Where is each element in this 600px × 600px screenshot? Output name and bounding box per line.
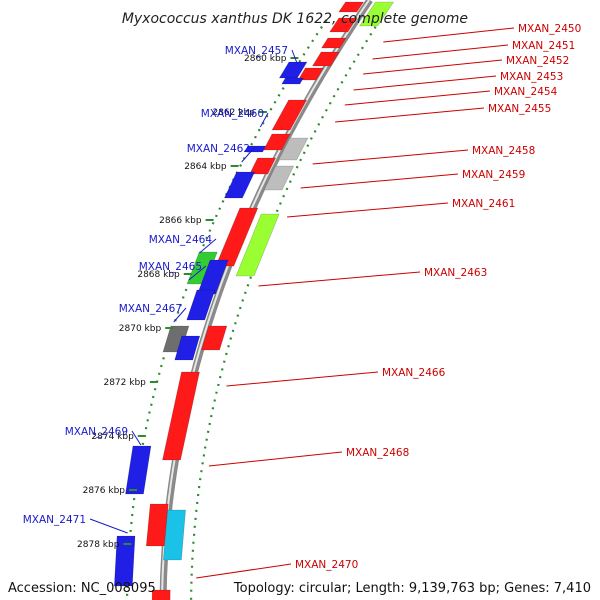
- kbp-ticks: 2860 kbp 2862 kbp 2864 kbp 2866 kbp 2868 kbp…: [77, 54, 299, 550]
- gene-arrow-24: [162, 371, 200, 461]
- tick-dot-tracks: [125, 19, 381, 600]
- gene-label-MXAN_2460[interactable]: MXAN_2460: [201, 108, 264, 120]
- gene-arrow-29: [151, 589, 171, 600]
- left-dot-track: [125, 19, 328, 600]
- gene-arrow-20: [186, 289, 216, 321]
- gene-arrow-19: [197, 259, 229, 295]
- gene-label-MXAN_2455[interactable]: MXAN_2455: [488, 103, 551, 115]
- gene-arrow-6: [297, 67, 324, 81]
- gene-leader-MXAN_2451: [372, 44, 509, 60]
- gene-label-MXAN_2462[interactable]: MXAN_2462: [187, 143, 250, 155]
- gene-track: [114, 1, 395, 600]
- gene-label-MXAN_2451[interactable]: MXAN_2451: [512, 40, 575, 52]
- gene-leader-MXAN_2459: [300, 173, 459, 189]
- gene-label-MXAN_2467[interactable]: MXAN_2467: [119, 303, 182, 315]
- topology-text: Topology: circular; Length: 9,139,763 bp…: [233, 581, 591, 596]
- gene-arrow-15: [223, 171, 256, 199]
- gene-leader-MXAN_2467: [173, 307, 187, 323]
- gene-leader-MXAN_2468: [208, 451, 343, 467]
- gene-arrow-26: [145, 503, 169, 547]
- gene-arrow-16: [215, 207, 259, 267]
- gene-label-MXAN_2459[interactable]: MXAN_2459: [462, 169, 525, 181]
- gene-label-MXAN_2471[interactable]: MXAN_2471: [23, 514, 86, 526]
- gene-arrow-25: [125, 445, 152, 495]
- genome-backbone: [159, 0, 373, 600]
- gene-label-MXAN_2469[interactable]: MXAN_2469: [65, 426, 128, 438]
- gene-label-MXAN_2457[interactable]: MXAN_2457: [225, 45, 288, 57]
- gene-leader-MXAN_2465: [188, 265, 207, 281]
- gene-leader-MXAN_2461: [287, 202, 449, 218]
- gene-arrow-3: [329, 17, 358, 33]
- gene-arrow-27: [163, 509, 186, 561]
- tick-label-2872: 2872 kbp: [103, 378, 146, 388]
- gene-arrow-23: [201, 325, 228, 351]
- map-title: Myxococcus xanthus DK 1622, complete gen…: [122, 11, 468, 27]
- gene-leader-MXAN_2452: [363, 59, 503, 75]
- gene-arrow-28: [114, 535, 136, 587]
- right-dot-track: [190, 19, 381, 600]
- gene-label-MXAN_2466[interactable]: MXAN_2466: [382, 367, 446, 379]
- gene-label-MXAN_2470[interactable]: MXAN_2470: [295, 559, 358, 571]
- tick-label-2876: 2876 kbp: [83, 486, 126, 496]
- gene-labels: MXAN_2450 MXAN_2451 MXAN_2452 MXAN_2453 MXAN…: [23, 23, 581, 579]
- gene-leader-MXAN_2462: [241, 147, 255, 163]
- gene-label-MXAN_2450[interactable]: MXAN_2450: [518, 23, 581, 35]
- gene-leader-MXAN_2454: [344, 90, 491, 106]
- gene-leader-MXAN_2460: [259, 112, 269, 128]
- gene-leader-MXAN_2466: [226, 371, 379, 387]
- gene-arrow-22: [174, 335, 201, 361]
- accession-text: Accession: NC_008095: [8, 581, 156, 596]
- gene-arrow-1: [338, 1, 365, 13]
- gene-leader-MXAN_2455: [335, 107, 485, 123]
- gene-label-MXAN_2464[interactable]: MXAN_2464: [149, 234, 213, 246]
- gene-leader-MXAN_2470: [196, 563, 292, 579]
- gene-label-MXAN_2454[interactable]: MXAN_2454: [494, 86, 558, 98]
- gene-label-MXAN_2465[interactable]: MXAN_2465: [139, 261, 202, 273]
- gene-leader-MXAN_2450: [383, 27, 515, 43]
- gene-leader-MXAN_2463: [258, 271, 421, 287]
- gene-arrow-8: [281, 77, 304, 85]
- gene-label-MXAN_2452[interactable]: MXAN_2452: [506, 55, 569, 67]
- gene-leader-MXAN_2464: [199, 238, 217, 254]
- gene-arrow-5: [312, 51, 340, 67]
- tick-label-2878: 2878 kbp: [77, 540, 120, 550]
- tick-label-2874: 2874 kbp: [91, 432, 134, 442]
- gene-arrow-9: [271, 99, 308, 131]
- tick-label-2864: 2864 kbp: [184, 162, 227, 172]
- gene-label-MXAN_2458[interactable]: MXAN_2458: [472, 145, 535, 157]
- tick-label-2862: 2862 kbp: [212, 108, 255, 118]
- gene-arrow-13: [249, 157, 277, 175]
- gene-label-MXAN_2461[interactable]: MXAN_2461: [452, 198, 515, 210]
- tick-label-2866: 2866 kbp: [159, 216, 202, 226]
- tick-label-2860: 2860 kbp: [244, 54, 287, 64]
- gene-leader-MXAN_2457: [291, 49, 298, 65]
- gene-arrow-2: [359, 1, 395, 27]
- tick-label-2868: 2868 kbp: [137, 270, 180, 280]
- gene-arrow-14: [263, 165, 295, 191]
- gene-label-MXAN_2468[interactable]: MXAN_2468: [346, 447, 409, 459]
- gene-leader-MXAN_2471: [89, 518, 128, 534]
- gene-leader-MXAN_2469: [131, 430, 142, 446]
- backbone-highlight: [161, 0, 370, 600]
- gene-label-MXAN_2453[interactable]: MXAN_2453: [500, 71, 563, 83]
- gene-leader-MXAN_2453: [353, 75, 497, 91]
- gene-leader-MXAN_2458: [312, 149, 469, 165]
- gene-arrow-17: [235, 213, 280, 277]
- tick-label-2870: 2870 kbp: [119, 324, 162, 334]
- gene-arrow-10: [263, 133, 291, 151]
- gene-arrow-4: [321, 37, 347, 49]
- gene-label-MXAN_2463[interactable]: MXAN_2463: [424, 267, 487, 279]
- gene-arrow-12: [244, 145, 267, 153]
- gene-arrow-11: [278, 137, 309, 161]
